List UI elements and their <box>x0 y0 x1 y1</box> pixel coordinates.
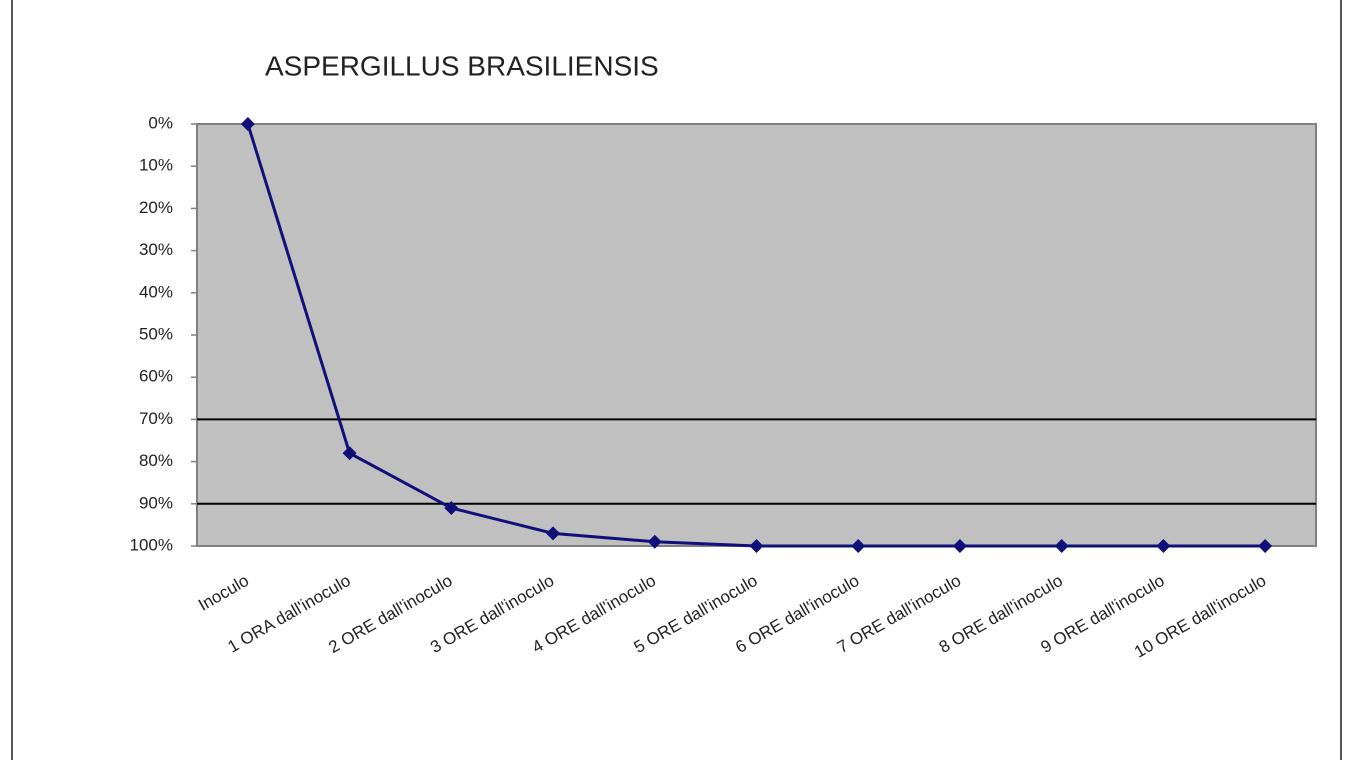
y-tick-label: 50% <box>139 324 173 343</box>
y-tick-label: 60% <box>139 367 173 386</box>
marker <box>952 539 967 553</box>
y-tick-label: 90% <box>139 493 173 512</box>
plot-area <box>196 123 1317 547</box>
marker <box>647 534 662 549</box>
y-tick-label: 10% <box>139 156 173 175</box>
marker <box>1054 539 1069 553</box>
y-tick-label: 80% <box>139 451 173 470</box>
y-tick-label: 100% <box>130 535 173 554</box>
y-tick-label: 40% <box>139 282 173 301</box>
chart-title: ASPERGILLUS BRASILIENSIS <box>265 50 659 81</box>
marker <box>240 117 255 131</box>
x-tick-label: Inoculo <box>195 571 252 615</box>
marker <box>444 501 459 516</box>
y-tick-label: 20% <box>139 198 173 217</box>
marker <box>1156 539 1171 553</box>
marker <box>1258 539 1273 553</box>
marker <box>546 526 561 541</box>
y-tick-label: 30% <box>139 240 173 259</box>
marker <box>342 446 357 461</box>
y-tick-label: 70% <box>139 409 173 428</box>
marker <box>749 539 764 553</box>
marker <box>851 539 866 553</box>
y-tick-label: 0% <box>148 113 173 132</box>
